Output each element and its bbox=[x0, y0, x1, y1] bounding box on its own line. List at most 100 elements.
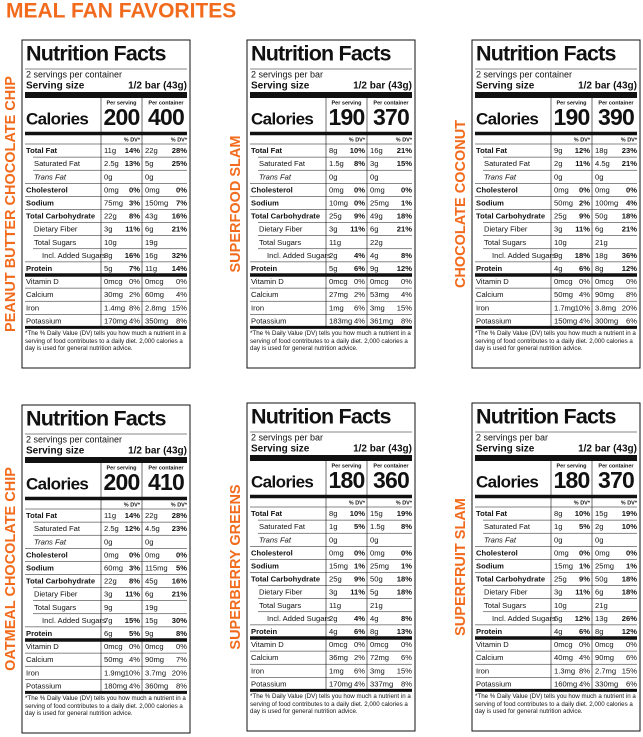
nutrient-name: Sodium bbox=[251, 198, 279, 207]
amount-serving: 0mcg bbox=[554, 277, 573, 286]
amount-serving: 0g bbox=[329, 172, 337, 181]
amount-serving: 60mg bbox=[104, 563, 123, 572]
dv-serving: 14% bbox=[125, 511, 140, 520]
dv-container: 8% bbox=[401, 522, 412, 531]
dv-container: 15% bbox=[172, 303, 187, 312]
per-serving-label: Per serving bbox=[557, 100, 587, 106]
amount-serving: 25g bbox=[554, 212, 567, 221]
dv-container: 0% bbox=[626, 277, 637, 286]
amount-container: 3mg bbox=[370, 303, 385, 312]
amount-container: 2.7mg bbox=[595, 666, 616, 675]
nutrient-name: Total Fat bbox=[476, 146, 508, 155]
dv-container: 15% bbox=[622, 666, 637, 675]
nutrient-name: Iron bbox=[476, 666, 489, 675]
dv-serving: 4% bbox=[354, 251, 365, 260]
amount-container: 19g bbox=[145, 238, 158, 247]
amount-serving: 30mg bbox=[104, 290, 123, 299]
footnote: *The % Daily Value (DV) tells you how mu… bbox=[250, 330, 411, 353]
nutrient-name: Calcium bbox=[251, 653, 278, 662]
nutrient-name: Total Fat bbox=[26, 511, 58, 520]
amount-serving: 40mg bbox=[554, 653, 573, 662]
nutrient-name: Trans Fat bbox=[259, 172, 292, 181]
footnote: *The % Daily Value (DV) tells you how mu… bbox=[25, 695, 186, 718]
dv-container: 32% bbox=[172, 251, 187, 260]
dv-container: 8% bbox=[176, 316, 187, 325]
dv-container: 0% bbox=[626, 185, 637, 194]
dv-container: 18% bbox=[397, 575, 412, 584]
dv-serving: 5% bbox=[129, 629, 140, 638]
nutrient-name: Total Fat bbox=[476, 509, 508, 518]
dv-serving: 4% bbox=[129, 316, 140, 325]
dv-serving: 3% bbox=[129, 198, 140, 207]
dv-serving: 4% bbox=[354, 614, 365, 623]
amount-serving: 3g bbox=[329, 225, 337, 234]
nutrient-name: Calcium bbox=[26, 655, 53, 664]
amount-serving: 0mcg bbox=[104, 642, 123, 651]
amount-container: 0mg bbox=[370, 185, 385, 194]
amount-serving: 3g bbox=[104, 225, 112, 234]
dv-serving: 1% bbox=[354, 561, 365, 570]
amount-serving: 0mg bbox=[104, 550, 119, 559]
nutrient-name: Iron bbox=[26, 668, 39, 677]
dv-container: 21% bbox=[397, 225, 412, 234]
footnote: *The % Daily Value (DV) tells you how mu… bbox=[25, 330, 186, 353]
amount-serving: 183mg bbox=[329, 316, 352, 325]
nutrient-name: Calcium bbox=[26, 290, 53, 299]
dv-header: % DV* bbox=[349, 137, 366, 143]
amount-container: 90mg bbox=[145, 655, 164, 664]
amount-serving: 1g bbox=[329, 522, 337, 531]
dv-serving: 15% bbox=[125, 616, 140, 625]
amount-serving: 0g bbox=[329, 535, 337, 544]
nutrient-name: Total Sugars bbox=[34, 603, 76, 612]
dv-serving: 11% bbox=[575, 159, 590, 168]
amount-container: 0mcg bbox=[370, 277, 389, 286]
dv-serving: 0% bbox=[129, 642, 140, 651]
amount-container: 21g bbox=[370, 601, 383, 610]
amount-container: 3.8mg bbox=[595, 303, 616, 312]
amount-serving: 25g bbox=[554, 575, 567, 584]
nutrient-name: Total Sugars bbox=[259, 601, 301, 610]
amount-container: 50g bbox=[595, 212, 608, 221]
calories-container: 370 bbox=[598, 467, 634, 493]
amount-container: 350mg bbox=[145, 316, 168, 325]
nutrient-name: Potassium bbox=[251, 679, 286, 688]
footnote-box: *The % Daily Value (DV) tells you how mu… bbox=[250, 693, 411, 715]
amount-serving: 150mg bbox=[554, 316, 577, 325]
dv-serving: 2% bbox=[579, 198, 590, 207]
nutrient-name: Dietary Fiber bbox=[259, 225, 303, 234]
per-container-label: Per container bbox=[148, 465, 184, 471]
amount-container: 0mcg bbox=[145, 277, 164, 286]
dv-serving: 0% bbox=[129, 185, 140, 194]
dv-container: 6% bbox=[626, 653, 637, 662]
amount-serving: 2g bbox=[329, 614, 337, 623]
calories-label: Calories bbox=[476, 109, 538, 128]
dv-container: 26% bbox=[622, 614, 637, 623]
dv-container: 36% bbox=[622, 251, 637, 260]
dv-serving: 7% bbox=[129, 264, 140, 273]
dv-serving: 11% bbox=[350, 588, 365, 597]
calories-label: Calories bbox=[26, 474, 88, 493]
amount-container: 2.8mg bbox=[145, 303, 166, 312]
dv-header: % DV* bbox=[621, 137, 638, 143]
per-serving-label: Per serving bbox=[332, 100, 362, 106]
amount-container: 15g bbox=[145, 616, 158, 625]
serving-size-label: Serving size bbox=[26, 446, 85, 457]
dv-serving: 8% bbox=[129, 577, 140, 586]
dv-header: % DV* bbox=[396, 137, 413, 143]
amount-container: 4g bbox=[370, 614, 378, 623]
dv-container: 23% bbox=[622, 146, 637, 155]
dv-container: 12% bbox=[622, 627, 637, 636]
dv-serving: 3% bbox=[129, 563, 140, 572]
dv-container: 8% bbox=[626, 290, 637, 299]
nutrient-name: Potassium bbox=[476, 316, 511, 325]
amount-container: 50g bbox=[595, 575, 608, 584]
amount-container: 1.5g bbox=[370, 522, 385, 531]
amount-container: 0g bbox=[145, 172, 153, 181]
nutrient-name: Protein bbox=[251, 627, 278, 636]
amount-container: 16g bbox=[145, 251, 158, 260]
calories-container: 400 bbox=[148, 104, 184, 130]
amount-serving: 0mg bbox=[554, 185, 569, 194]
dv-container: 7% bbox=[176, 655, 187, 664]
nutrient-name: Potassium bbox=[26, 316, 61, 325]
amount-container: 6g bbox=[145, 590, 153, 599]
